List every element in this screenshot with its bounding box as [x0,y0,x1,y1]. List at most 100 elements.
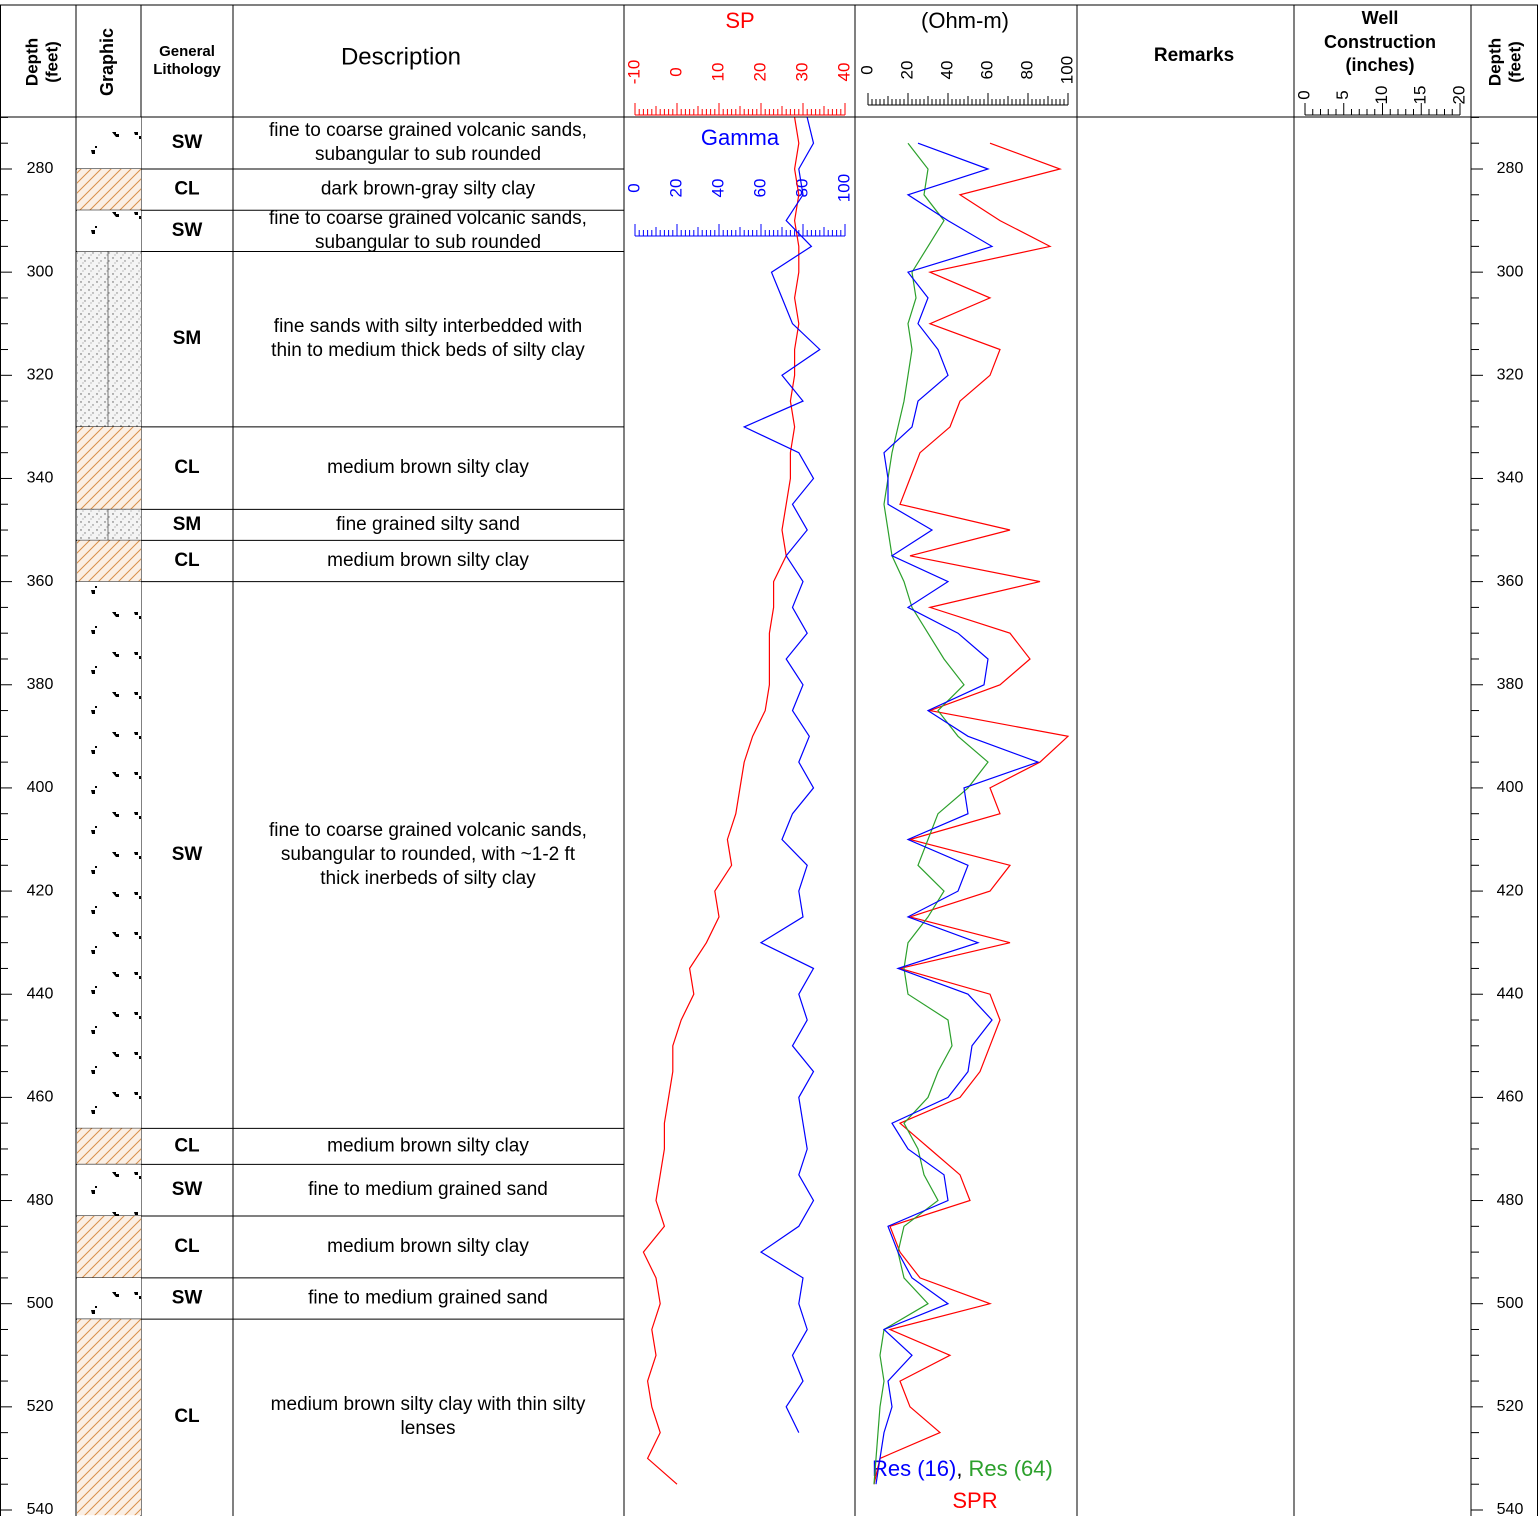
description: medium brown silty clay [327,550,529,571]
scale-label: 30 [792,63,811,82]
depth-header: (feet) [42,41,61,83]
depth-label: 520 [27,1398,54,1415]
depth-label: 480 [1497,1192,1524,1209]
depth-label: 440 [1497,985,1524,1002]
lithology-graphic [77,251,141,427]
depth-label: 400 [1497,779,1524,796]
description: lenses [401,1418,456,1439]
lithology-code: SW [172,132,203,153]
depth-label: 500 [27,1295,54,1312]
depth-label: 300 [1497,263,1524,280]
depth-label: 360 [1497,573,1524,590]
lithology-code: CL [174,457,200,478]
lithology-graphic [77,210,141,252]
legend-entry: Res (16) [872,1456,956,1481]
lithology-graphic [77,1216,141,1278]
lithology-graphic [77,1164,141,1217]
description: fine to medium grained sand [308,1288,548,1309]
depth-label: 340 [1497,470,1524,487]
description: fine to coarse grained volcanic sands, [269,820,587,841]
scale-label: 60 [750,179,769,198]
well-header: Construction [1324,32,1436,52]
lithology-graphic [77,540,141,582]
resistivity-curve [873,142,989,1485]
depth-label: 520 [1497,1398,1524,1415]
depth-label: 540 [1497,1501,1524,1516]
depth-label: 380 [27,676,54,693]
depth-label: 480 [27,1192,54,1209]
depth-label: 420 [27,882,54,899]
scale-label: 60 [977,61,996,80]
scale-label: 20 [750,63,769,82]
gamma-title: Gamma [701,125,780,150]
depth-label: 340 [27,470,54,487]
description: medium brown silty clay [327,1135,529,1156]
lithology-graphic [77,1277,141,1320]
lithology-code: CL [174,550,200,571]
description: fine to coarse grained volcanic sands, [269,120,587,141]
description: medium brown silty clay [327,457,529,478]
resistivity-curve [873,142,1070,1485]
lithology-graphic [77,117,141,169]
scale-label: 40 [937,61,956,80]
depth-label: 420 [1497,882,1524,899]
depth-label: 400 [27,779,54,796]
description: fine to coarse grained volcanic sands, [269,208,587,229]
scale-label: 20 [897,61,916,80]
sp-title: SP [725,8,754,33]
scale-label: 100 [1057,56,1076,84]
scale-label: 80 [1017,61,1036,80]
depth-label: 360 [27,573,54,590]
legend-entry: Res (64) [968,1456,1052,1481]
scale-label: 0 [1294,90,1313,99]
description: subangular to sub rounded [315,144,541,165]
scale-label: 20 [1449,86,1468,105]
scale-label: -10 [624,60,643,85]
lithology-code: CL [174,1135,200,1156]
well-header: Well [1362,8,1399,28]
resistivity-title: (Ohm-m) [921,8,1009,33]
lithology-code: SW [172,1179,203,1200]
lithology-code: SW [172,220,203,241]
description: subangular to sub rounded [315,232,541,253]
depth-label: 440 [27,985,54,1002]
lithology-code: CL [174,1236,200,1257]
depth-label: 320 [1497,367,1524,384]
legend: Res (16), Res (64) [872,1456,1053,1481]
description: fine to medium grained sand [308,1179,548,1200]
depth-header: Depth [22,38,41,86]
depth-header: (feet) [1505,41,1524,83]
lithology-code: SM [173,514,202,535]
scale-label: 0 [666,67,685,76]
description: thin to medium thick beds of silty clay [271,340,585,361]
remarks-header: Remarks [1154,45,1234,66]
description: thick inerbeds of silty clay [320,868,536,889]
lithology-header: General [159,43,215,60]
scale-label: 15 [1411,86,1430,105]
lithology-code: SW [172,844,203,865]
description-header: Description [341,43,461,70]
depth-label: 460 [27,1089,54,1106]
scale-label: 40 [708,179,727,198]
depth-label: 460 [1497,1089,1524,1106]
lithology-code: SW [172,1288,203,1309]
scale-label: 5 [1333,90,1352,99]
scale-label: 0 [624,183,643,192]
description: subangular to rounded, with ~1-2 ft [281,844,576,865]
depth-label: 540 [27,1501,54,1516]
description: fine sands with silty interbedded with [274,316,582,337]
description: dark brown-gray silty clay [321,179,536,200]
gamma-curve [742,117,821,1433]
lithology-code: CL [174,179,200,200]
depth-label: 320 [27,367,54,384]
lithology-graphic [77,1319,141,1516]
lithology-code: SM [173,328,202,349]
scale-label: 0 [857,65,876,74]
well-header: (inches) [1345,55,1414,75]
lithology-graphic [77,169,141,211]
depth-label: 380 [1497,676,1524,693]
depth-label: 280 [1497,160,1524,177]
legend-entry: SPR [952,1488,997,1513]
lithology-graphic [77,1128,141,1165]
